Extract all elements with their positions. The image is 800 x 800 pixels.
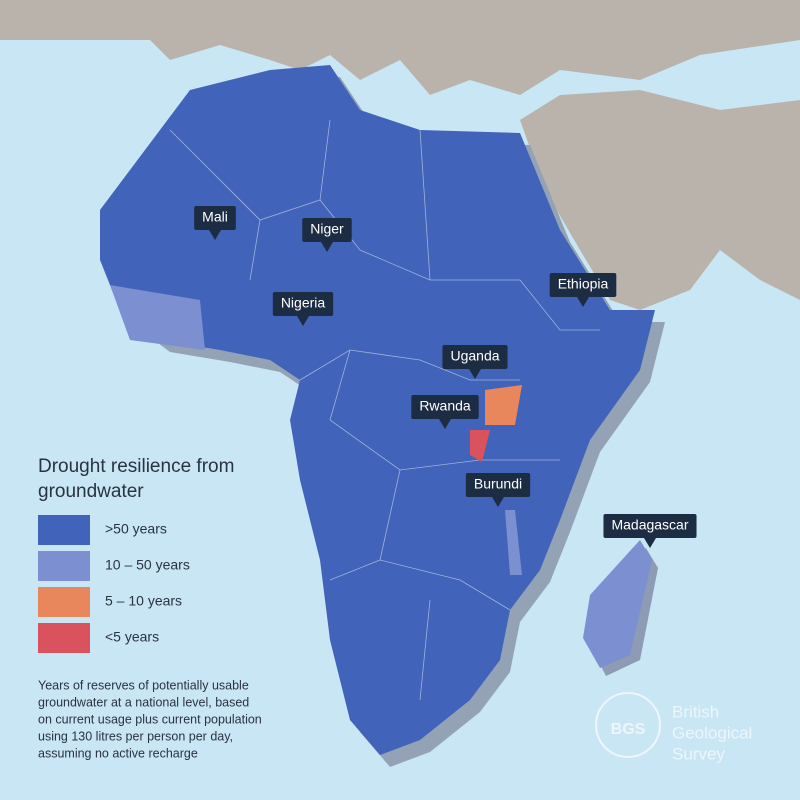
logo-ring <box>595 692 661 758</box>
note-line: assuming no active recharge <box>38 746 198 760</box>
note-line: Years of reserves of potentially usable <box>38 678 249 692</box>
europe <box>0 0 800 95</box>
orange-region <box>485 385 522 425</box>
callout-pointer <box>209 230 221 240</box>
legend-swatch <box>38 515 90 545</box>
legend: >50 years 10 – 50 years 5 – 10 years <5 yea… <box>38 515 190 653</box>
callout-pointer <box>577 297 589 307</box>
red-region <box>470 430 490 462</box>
callout: Rwanda <box>411 395 479 429</box>
callout: Ethiopia <box>549 273 617 307</box>
legend-title: groundwater <box>38 481 144 502</box>
legend-label: 10 – 50 years <box>105 557 190 573</box>
logo-abbr: BGS <box>611 721 646 738</box>
logo-name: British <box>672 702 719 721</box>
callout-pointer <box>492 497 504 507</box>
callout-box <box>465 473 531 497</box>
callout-box <box>411 395 479 419</box>
callout: Niger <box>302 218 352 252</box>
note-line: using 130 litres per person per day, <box>38 729 233 743</box>
country-label: Nigeria <box>281 295 326 311</box>
light-region <box>110 285 205 350</box>
callout-box <box>302 218 352 242</box>
callout-box <box>549 273 617 297</box>
callout: Uganda <box>442 345 508 379</box>
legend-title: Drought resilience from <box>38 456 234 477</box>
legend-label: 5 – 10 years <box>105 593 182 609</box>
logo-name: Geological <box>672 723 752 742</box>
callout: Nigeria <box>272 292 334 326</box>
callout-box <box>194 206 236 230</box>
legend-swatch <box>38 587 90 617</box>
callout-pointer <box>439 419 451 429</box>
note-line: groundwater at a national level, based <box>38 695 249 709</box>
logo: BGS British Geological Survey <box>595 692 752 763</box>
legend-label: <5 years <box>105 629 159 645</box>
light-region <box>505 510 522 575</box>
logo-name: Survey <box>672 744 725 763</box>
middle-east <box>520 90 800 310</box>
callout-pointer <box>469 369 481 379</box>
country-label: Burundi <box>474 476 522 492</box>
africa <box>100 65 655 755</box>
callout: Mali <box>194 206 236 240</box>
callout-pointer <box>297 316 309 326</box>
callout-pointer <box>644 538 656 548</box>
callout-pointer <box>321 242 333 252</box>
country-label: Uganda <box>450 348 499 364</box>
country-label: Ethiopia <box>558 276 609 292</box>
legend-swatch <box>38 623 90 653</box>
country-label: Rwanda <box>419 398 471 414</box>
callout-box <box>272 292 334 316</box>
country-label: Mali <box>202 209 228 225</box>
callout: Burundi <box>465 473 531 507</box>
callout-box <box>442 345 508 369</box>
borders <box>169 119 600 701</box>
legend-swatch <box>38 551 90 581</box>
callout-box <box>603 514 697 538</box>
legend-label: >50 years <box>105 521 167 537</box>
note-line: on current usage plus current population <box>38 712 262 726</box>
country-label: Madagascar <box>611 517 688 533</box>
madagascar <box>583 540 652 668</box>
callouts: Mali Niger Nigeria Ethiopia Uganda Rwanda Buru… <box>194 206 697 548</box>
country-label: Niger <box>310 221 344 237</box>
callout: Madagascar <box>603 514 697 548</box>
note: Years of reserves of potentially usable g… <box>38 678 262 760</box>
